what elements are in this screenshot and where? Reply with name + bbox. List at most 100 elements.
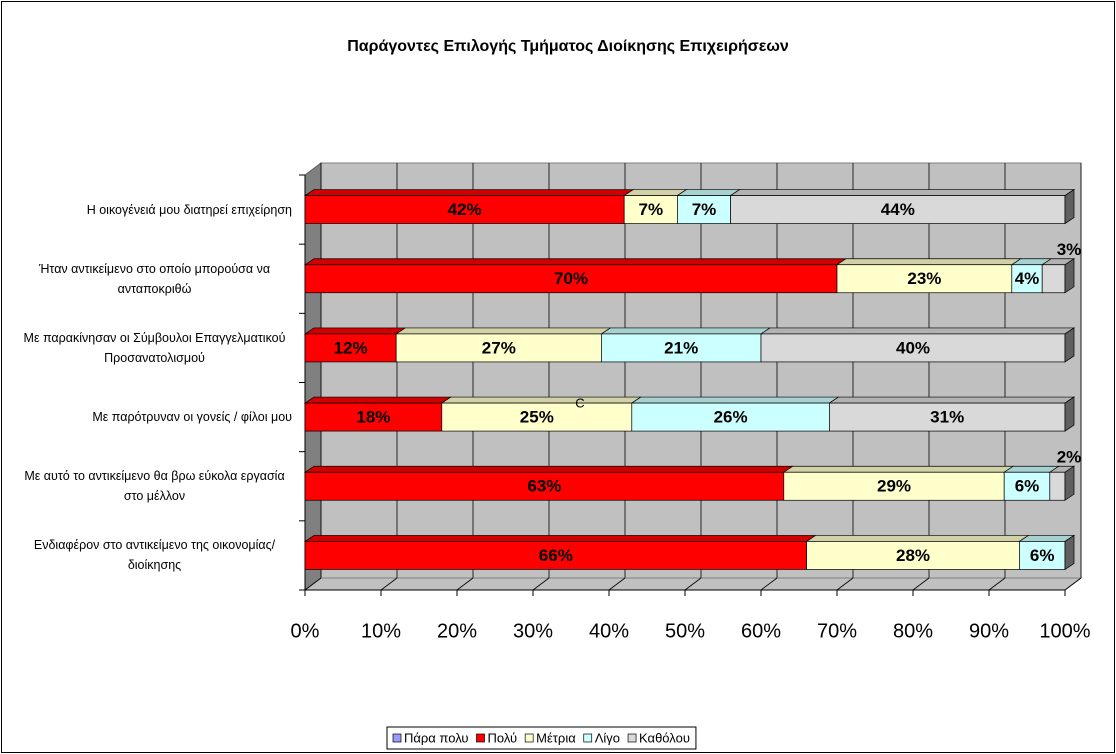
data-label: 23% xyxy=(907,269,941,288)
bar xyxy=(304,195,625,224)
bar-segment xyxy=(676,189,741,224)
bar xyxy=(304,471,785,501)
bar-segment xyxy=(828,396,1076,432)
bar-top-shade xyxy=(1004,466,1059,473)
bar-top-shade xyxy=(396,327,611,334)
bar xyxy=(395,333,602,363)
bar xyxy=(730,195,1066,224)
x-tick-label: 100% xyxy=(1039,620,1090,642)
floor-line xyxy=(684,577,702,591)
bar-segment xyxy=(303,189,635,224)
bar xyxy=(304,333,397,363)
legend-swatch xyxy=(524,733,534,743)
data-label: 63% xyxy=(527,477,561,496)
bar-segment xyxy=(623,189,688,224)
data-label: 6% xyxy=(1030,546,1055,565)
bar xyxy=(601,333,762,363)
floor-line xyxy=(456,577,474,591)
floor-line xyxy=(988,577,1006,591)
bar xyxy=(1041,264,1066,294)
legend-label: Πολύ xyxy=(488,730,518,745)
bar-top-shade xyxy=(730,189,1074,196)
legend-swatch xyxy=(392,733,402,743)
data-label: 18% xyxy=(356,408,390,427)
bar xyxy=(806,541,1020,570)
x-tick-label: 70% xyxy=(817,620,857,642)
x-tick-label: 10% xyxy=(361,620,401,642)
bar-top-shade xyxy=(305,258,846,265)
data-label: 4% xyxy=(1015,269,1040,288)
y-tick-label: Η οικογένειά μου διατηρεί επιχείρηση xyxy=(86,202,292,217)
bar-end xyxy=(1064,534,1075,571)
data-label: 7% xyxy=(692,200,717,219)
x-tick-label: 0% xyxy=(291,620,320,642)
x-tick-label: 20% xyxy=(437,620,477,642)
data-label: 66% xyxy=(539,546,573,565)
bar-segment xyxy=(303,396,452,432)
x-tick-label: 50% xyxy=(665,620,705,642)
floor-line xyxy=(608,577,626,591)
data-label: 29% xyxy=(877,477,911,496)
legend-label: Καθόλου xyxy=(639,730,690,745)
floor-line xyxy=(380,577,398,591)
bar-end xyxy=(1064,465,1075,501)
bar-segment xyxy=(303,535,817,570)
bar-top-shade xyxy=(305,535,816,542)
legend-swatch xyxy=(476,733,485,743)
bar-segment xyxy=(303,258,848,294)
y-tick-label: Ενδιαφέρον στο αντικείμενο της οικονομία… xyxy=(33,538,276,573)
bar-end xyxy=(1064,327,1075,363)
data-label: 7% xyxy=(639,200,664,219)
bar-top-shade xyxy=(783,466,1014,473)
bar-top-shade xyxy=(441,397,641,404)
x-tick-label: 80% xyxy=(893,620,933,642)
bar-segment xyxy=(1048,465,1076,501)
bar-end xyxy=(1064,396,1075,432)
y-tick-label: Με αυτό το αντικείμενο θα βρω εύκολα εργ… xyxy=(24,469,285,504)
y-tick-label: Με παρότρυναν οι γονείς / φίλοι μου xyxy=(92,410,292,425)
y-tick-label: Με παρακίνησαν οι Σύμβουλοι Επαγγελματικ… xyxy=(23,330,286,365)
legend-box xyxy=(386,726,697,750)
bar xyxy=(829,402,1066,432)
side-wall xyxy=(304,162,322,591)
legend-swatch xyxy=(583,733,593,743)
data-label: 42% xyxy=(448,200,482,219)
bar-top-shade xyxy=(305,189,634,196)
floor-line xyxy=(304,577,322,591)
bar-top-shade xyxy=(677,189,740,196)
bar-top-shade xyxy=(305,397,451,404)
annotation: C xyxy=(575,396,584,411)
bar-segment xyxy=(630,396,840,432)
bar-top-shade xyxy=(305,466,793,473)
floor-line xyxy=(760,577,778,591)
data-label: 2% xyxy=(1057,448,1082,467)
data-label: 3% xyxy=(1057,240,1082,259)
bar xyxy=(304,264,838,294)
data-label: 12% xyxy=(334,338,368,357)
legend-label: Πάρα πολυ xyxy=(404,730,469,745)
bar-segment xyxy=(1041,258,1076,294)
bar xyxy=(623,195,678,224)
bar-top-shade xyxy=(624,189,687,196)
floor-line xyxy=(912,577,930,591)
data-label: 26% xyxy=(714,408,748,427)
data-label: 44% xyxy=(881,200,915,219)
x-tick-label: 40% xyxy=(589,620,629,642)
bar-top-shade xyxy=(761,327,1074,334)
bar xyxy=(836,264,1013,294)
floor-line xyxy=(532,577,550,591)
bar xyxy=(304,402,443,432)
bar-segment xyxy=(303,465,794,501)
bar xyxy=(760,333,1066,363)
data-label: 28% xyxy=(896,546,930,565)
bar-segment xyxy=(303,327,407,363)
legend-swatch xyxy=(627,733,637,743)
bar-segment xyxy=(440,396,642,432)
floor-line xyxy=(836,577,854,591)
x-tick-label: 60% xyxy=(741,620,781,642)
data-label: 40% xyxy=(896,338,930,357)
bar-segment xyxy=(395,327,612,363)
bar-top-shade xyxy=(829,397,1074,404)
